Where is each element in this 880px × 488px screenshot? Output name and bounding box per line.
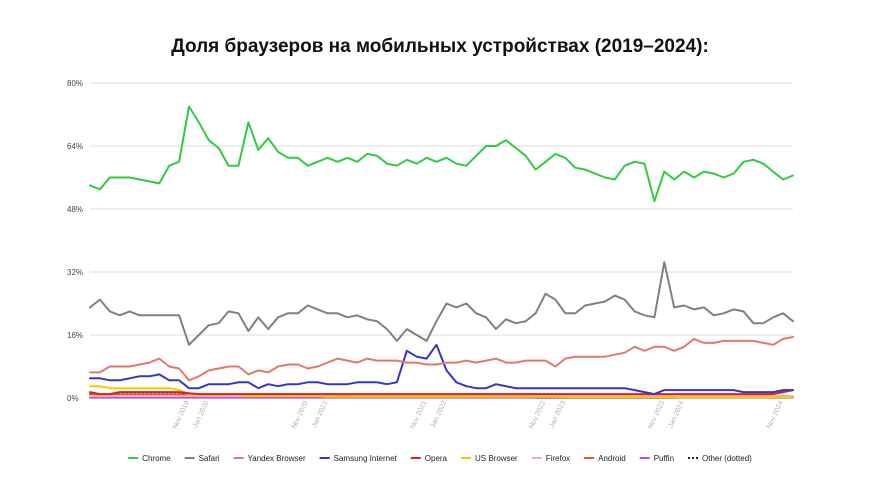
legend-item-firefox: Firefox [531,454,570,463]
legend-item-android: Android [584,454,626,463]
x-tick-label: Nov 2024 [766,400,785,430]
x-tick-label: Nov 2019 [172,400,191,430]
legend-item-puffin: Puffin [639,454,674,463]
y-tick-label: 32% [67,268,83,277]
grid-lines [90,82,793,399]
series-line-chrome [89,105,794,203]
series-line-yandex-browser [89,336,794,382]
legend-item-opera: Opera [410,454,448,463]
legend-label: US Browser [475,454,518,463]
legend-label: Safari [199,454,220,463]
y-tick-label: 80% [67,79,83,88]
legend-label: Chrome [142,454,171,463]
x-tick-label: Jan 2023 [549,400,568,429]
legend-item-us-browser: US Browser [461,454,518,463]
x-axis-ticks: Nov 2019 Jan 2020 Nov 2020 Jan 2021 Nov 2021… [172,400,785,430]
series-line-safari [89,261,794,346]
x-tick-label: Nov 2022 [528,400,547,430]
legend-item-chrome: Chrome [128,454,171,463]
x-tick-label: Jan 2022 [430,400,449,429]
y-tick-label: 64% [67,142,83,151]
legend-label: Android [598,454,626,463]
x-tick-label: Jan 2024 [667,400,686,429]
x-tick-label: Nov 2021 [409,400,428,430]
x-tick-label: Nov 2020 [291,400,310,430]
legend-item-other-dotted: Other (dotted) [688,454,752,463]
legend: Chrome Safari Yandex Browser Samsung Intern… [128,454,752,463]
series-line-samsung-internet [89,343,794,396]
legend-label: Puffin [654,454,674,463]
y-tick-label: 16% [67,331,83,340]
x-tick-label: Jan 2021 [311,400,330,429]
y-tick-label: 48% [67,205,83,214]
legend-item-yandex-browser: Yandex Browser [233,454,306,463]
legend-label: Samsung Internet [334,454,398,463]
chart-title: Доля браузеров на мобильных устройствах … [171,36,709,57]
legend-label: Opera [425,454,448,463]
legend-item-samsung-internet: Samsung Internet [319,454,398,463]
series-line-opera [89,389,794,396]
legend-item-safari: Safari [184,454,220,463]
legend-label: Firefox [546,454,570,463]
series-lines [89,105,794,399]
legend-label: Yandex Browser [248,454,306,463]
x-tick-label: Nov 2023 [647,400,666,430]
y-tick-label: 0% [67,394,79,403]
legend-label: Other (dotted) [702,454,752,463]
y-axis-ticks: 0% 16% 32% 48% 64% 80% [67,79,83,403]
x-tick-label: Jan 2020 [192,400,211,429]
